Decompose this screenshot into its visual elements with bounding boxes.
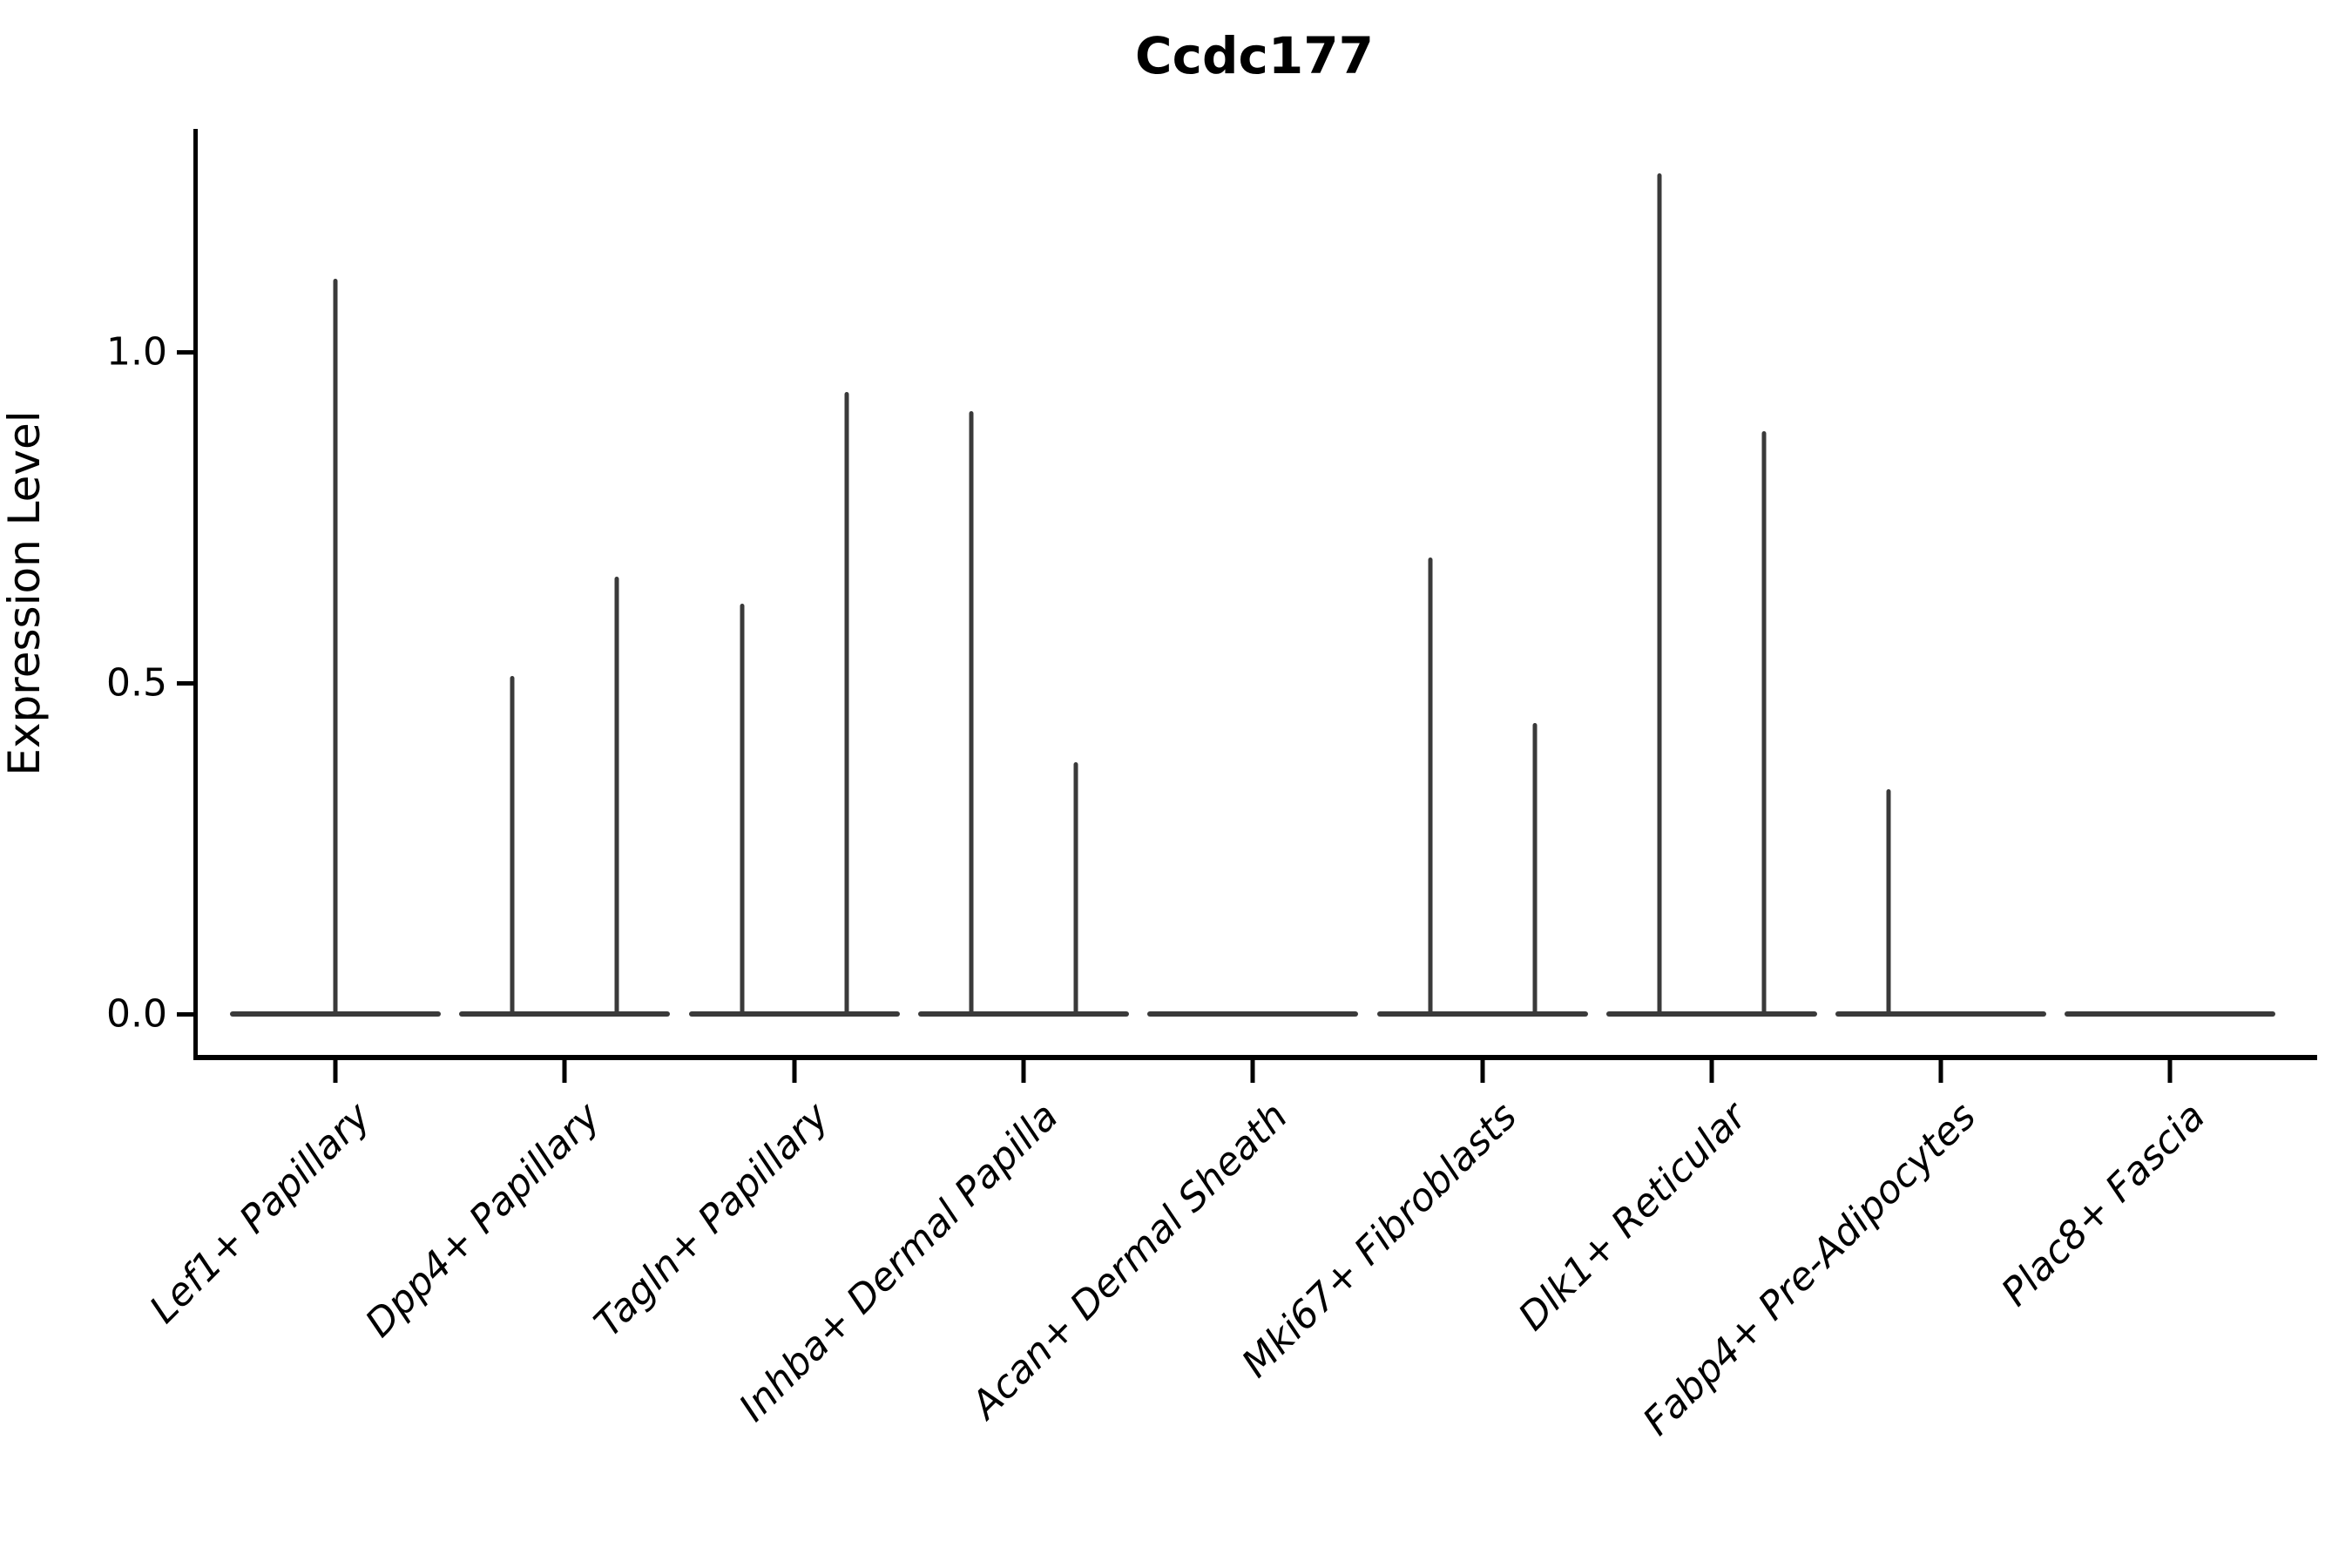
y-axis-spine [193,129,198,1060]
y-tick [177,680,196,686]
violin-spike [614,577,619,1014]
violin-baseline [230,1011,441,1017]
violin-spike [333,279,338,1014]
x-tick [792,1060,797,1083]
y-axis-label-text: Expression Level [0,410,50,776]
x-tick-label-text: Lef1+ Papillary [141,1094,380,1333]
x-tick [1021,1060,1026,1083]
violin-spike [1532,722,1537,1014]
x-tick [1938,1060,1943,1083]
violin-spike [969,411,974,1014]
violin-baseline [1147,1011,1359,1017]
x-tick [562,1060,567,1083]
x-tick-label-text: Tagln+ Papillary [585,1094,838,1346]
violin-spike [1657,172,1662,1014]
violin-spike [740,603,745,1014]
violin-baseline [917,1011,1129,1017]
violin-spike [1073,762,1078,1014]
violin-baseline [459,1011,671,1017]
x-tick [1250,1060,1255,1083]
x-axis-spine [193,1055,2317,1060]
x-tick-label-text: Plac8+ Fascia [1993,1094,2214,1315]
y-tick-label: 0.0 [106,991,167,1037]
x-tick [333,1060,338,1083]
y-tick-label: 0.5 [106,660,167,706]
x-tick-label-text: Dpp4+ Papillary [356,1094,609,1347]
x-tick-label-text: Dlk1+ Reticular [1510,1094,1755,1340]
violin-spike [1428,557,1432,1014]
violin-baseline [1376,1011,1588,1017]
violin-baseline [688,1011,900,1017]
y-tick [177,349,196,355]
violin-spike [1761,431,1767,1014]
x-tick [1709,1060,1714,1083]
plot-title: Ccdc177 [1135,26,1374,85]
violin-baseline [1835,1011,2047,1017]
violin-spike [510,676,515,1014]
violin-spike [844,391,849,1014]
x-tick [1480,1060,1484,1083]
x-tick [2167,1060,2173,1083]
violin-baseline [1605,1011,1817,1017]
violin-spike [1886,788,1891,1014]
y-tick-label: 1.0 [106,329,167,375]
y-tick [177,1011,196,1017]
violin-baseline [2065,1011,2276,1017]
